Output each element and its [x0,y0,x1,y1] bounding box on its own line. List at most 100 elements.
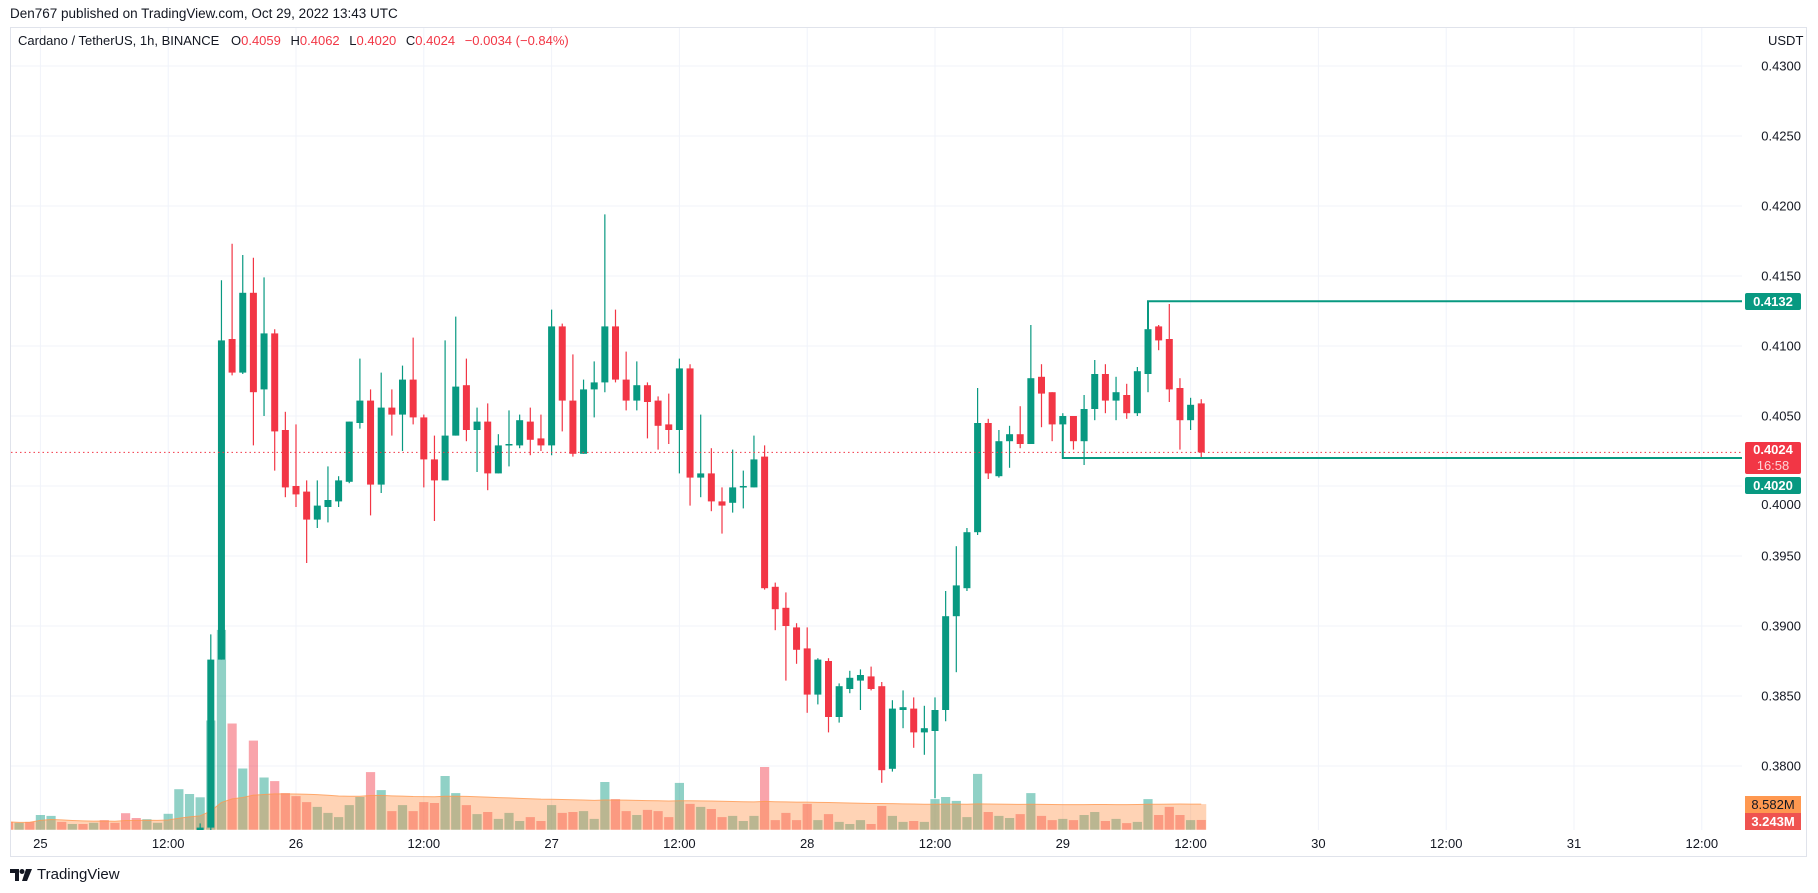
candle[interactable] [793,623,801,664]
candle[interactable] [399,365,406,451]
candle[interactable] [1133,367,1141,416]
candle[interactable] [537,414,545,451]
candle[interactable] [196,823,204,838]
candle[interactable] [101,837,108,847]
candle[interactable] [739,470,747,509]
candle[interactable] [558,323,566,432]
candle[interactable] [1069,416,1077,450]
candle[interactable] [878,682,886,783]
candle[interactable] [814,658,822,705]
candle[interactable] [888,700,896,772]
candle[interactable] [782,592,790,681]
candle[interactable] [186,830,193,843]
candle[interactable] [931,697,939,799]
candle[interactable] [303,480,311,563]
candle[interactable] [111,842,118,852]
candle[interactable] [729,449,737,513]
candle[interactable] [1048,392,1056,442]
candle[interactable] [58,835,65,848]
candle[interactable] [271,329,279,471]
candle[interactable] [133,850,140,863]
candle[interactable] [1006,425,1014,468]
candle[interactable] [612,309,619,383]
candle[interactable] [569,354,577,457]
candle[interactable] [69,837,76,848]
candle[interactable] [228,243,236,376]
candle[interactable] [942,591,950,722]
candle[interactable] [995,430,1003,478]
candle[interactable] [825,658,832,733]
candle[interactable] [249,257,257,446]
candle[interactable] [90,837,97,848]
candle[interactable] [686,364,694,506]
candle[interactable] [1197,399,1205,458]
candle[interactable] [367,389,375,516]
candle[interactable] [1155,325,1163,351]
candle[interactable] [803,627,811,713]
resistance-line[interactable] [1147,300,1742,330]
candle[interactable] [665,393,673,444]
candle[interactable] [707,448,715,512]
candle[interactable] [771,582,779,631]
candle[interactable] [1112,376,1120,421]
candle[interactable] [910,697,918,748]
candle[interactable] [526,407,534,456]
candle[interactable] [494,434,502,474]
candle[interactable] [867,666,875,691]
candle[interactable] [1059,413,1067,425]
candle[interactable] [856,669,864,710]
candle[interactable] [324,466,332,523]
candle[interactable] [1101,364,1109,414]
candle[interactable] [963,528,971,591]
candle[interactable] [143,849,150,863]
candle[interactable] [580,379,588,454]
candle[interactable] [974,388,982,535]
candle[interactable] [1165,304,1173,402]
candle[interactable] [420,414,428,488]
candle[interactable] [1176,378,1184,450]
candle[interactable] [441,340,449,481]
candle[interactable] [1027,325,1035,444]
candle[interactable] [1016,406,1024,449]
candle[interactable] [1123,383,1131,419]
candle[interactable] [5,837,12,854]
candle[interactable] [601,214,609,393]
candle[interactable] [80,837,87,847]
candle[interactable] [1091,360,1099,421]
support-line[interactable] [1061,424,1742,459]
candle[interactable] [590,361,598,418]
candle[interactable] [1187,397,1195,430]
candle[interactable] [409,337,417,425]
candle[interactable] [899,690,907,729]
candle[interactable] [643,382,651,439]
candle[interactable] [846,670,854,694]
candle[interactable] [835,683,843,723]
candle[interactable] [675,358,683,474]
candle[interactable] [16,839,23,856]
candle[interactable] [313,480,321,528]
candle[interactable] [984,418,992,479]
candle[interactable] [48,835,55,849]
candle[interactable] [761,445,769,590]
candle[interactable] [473,407,481,472]
candle[interactable] [430,435,438,521]
candle[interactable] [207,634,215,833]
candle[interactable] [484,403,492,491]
candle[interactable] [377,372,385,493]
candle[interactable] [452,316,460,436]
tradingview-logo[interactable]: TradingView [10,866,120,883]
candle[interactable] [718,487,726,534]
candle[interactable] [622,351,630,411]
candle[interactable] [548,309,556,456]
candle[interactable] [654,396,662,450]
candle[interactable] [1080,395,1088,465]
candle[interactable] [462,358,470,442]
candle[interactable] [356,358,364,429]
candle[interactable] [239,255,247,374]
candle[interactable] [920,705,928,755]
candle[interactable] [260,277,268,416]
candle[interactable] [122,843,129,857]
candle[interactable] [281,411,289,498]
candle[interactable] [335,476,343,507]
